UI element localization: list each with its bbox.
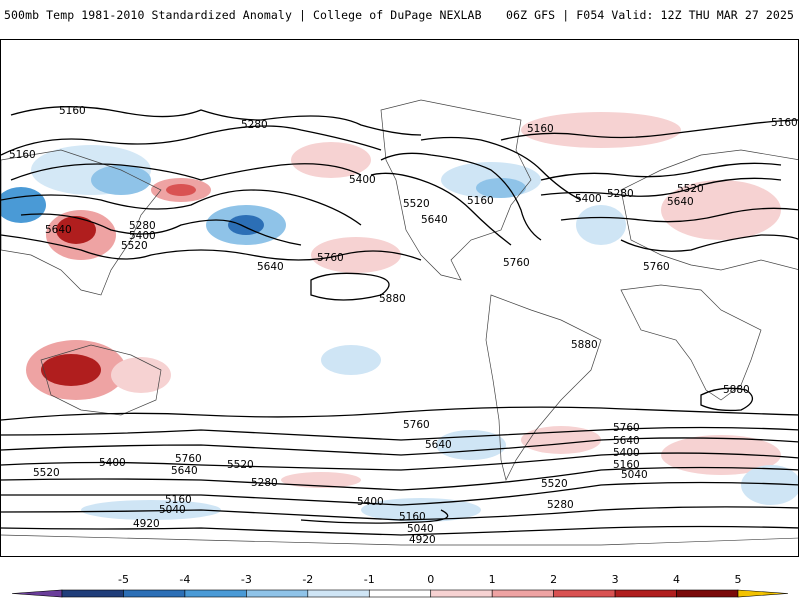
contour-label: 5280 — [607, 188, 634, 200]
contour-label: 5640 — [45, 224, 72, 236]
contour-label: 5640 — [425, 439, 452, 451]
contour-label: 5280 — [547, 499, 574, 511]
contour-label: 5160 — [9, 149, 36, 161]
height-contours — [1, 106, 798, 536]
legend-color-swatch — [553, 589, 616, 598]
contour-label: 5160 — [399, 511, 426, 523]
legend-color-swatch — [614, 589, 677, 598]
contour-label: 5160 — [613, 459, 640, 471]
legend-color-swatch — [184, 589, 247, 598]
legend-arrow-low — [11, 589, 63, 598]
contour-label: 5640 — [257, 261, 284, 273]
contour-label: 5400 — [99, 457, 126, 469]
legend-color-swatch — [246, 589, 309, 598]
legend-tick-label: 1 — [489, 573, 496, 586]
contour-label: 5400 — [349, 174, 376, 186]
australia-outline — [40, 344, 162, 416]
header: 500mb Temp 1981-2010 Standardized Anomal… — [0, 0, 800, 38]
legend-color-swatch — [491, 589, 554, 598]
legend-canvas: -5 -4 -3 -2 -1 0 1 2 3 4 5 — [11, 573, 789, 598]
contour-label: 5160 — [59, 105, 86, 117]
europe-asia-outline — [620, 149, 798, 271]
coastlines — [1, 99, 798, 546]
color-scale-legend: -5 -4 -3 -2 -1 0 1 2 3 4 5 — [0, 568, 800, 600]
contour-label: 5880 — [379, 293, 406, 305]
contour-label: 5400 — [613, 447, 640, 459]
contour-label: 5160 — [771, 117, 798, 129]
contour-label: 5640 — [667, 196, 694, 208]
contour-labels: 5160 5280 5160 5160 5160 5400 5520 5640 … — [9, 105, 798, 557]
legend-tick-label: 2 — [550, 573, 557, 586]
north-america-outline — [380, 99, 532, 281]
legend-arrow-high — [737, 589, 789, 598]
contour-label: 5880 — [723, 384, 750, 396]
contour-label: 5520 — [541, 478, 568, 490]
south-america-outline — [485, 294, 602, 482]
legend-color-swatch — [307, 589, 370, 598]
contour-label: 5760 — [403, 419, 430, 431]
contour-label: 5760 — [503, 257, 530, 269]
east-asia-outline — [1, 149, 162, 296]
contour-label: 5520 — [121, 240, 148, 252]
legend-color-swatch — [123, 589, 186, 598]
legend-tick-label: 0 — [427, 573, 434, 586]
contour-label: 4920 — [409, 534, 436, 546]
contour-label: 5280 — [251, 477, 278, 489]
contour-label: 5160 — [467, 195, 494, 207]
contour-label: 5400 — [575, 193, 602, 205]
contour-label: 5760 — [175, 453, 202, 465]
contour-label: 5160 — [165, 494, 192, 506]
model-run-info: 06Z GFS | F054 Valid: 12Z THU MAR 27 202… — [506, 8, 794, 22]
map-title: 500mb Temp 1981-2010 Standardized Anomal… — [4, 8, 482, 22]
legend-color-swatch — [61, 589, 124, 598]
contour-label: 4920 — [133, 518, 160, 530]
legend-color-swatch — [430, 589, 493, 598]
contour-label: 5520 — [677, 183, 704, 195]
legend-color-swatch — [368, 589, 432, 598]
contour-label: 5280 — [241, 119, 268, 131]
legend-tick-label: 3 — [612, 573, 619, 586]
antarctica-outline — [1, 534, 798, 546]
contour-label: 5880 — [571, 339, 598, 351]
contour-label: 5040 — [159, 504, 186, 516]
legend-color-swatch — [676, 589, 739, 598]
contour-label: 5520 — [227, 459, 254, 471]
legend-tick-label: -2 — [302, 573, 313, 586]
legend-tick-label: -1 — [364, 573, 375, 586]
legend-tick-label: -3 — [241, 573, 252, 586]
contour-label: 5400 — [129, 230, 156, 242]
legend-tick-label: 4 — [673, 573, 680, 586]
legend-tick-label: 5 — [735, 573, 742, 586]
contour-label: 5400 — [357, 496, 384, 508]
africa-outline — [620, 284, 762, 401]
legend-tick-label: -4 — [179, 573, 190, 586]
contour-label: 5520 — [33, 467, 60, 479]
anomaly-shading — [1, 112, 798, 522]
contour-label: 5760 — [643, 261, 670, 273]
contour-label: 5760 — [613, 422, 640, 434]
contour-label: 4800 — [367, 555, 394, 557]
map-panel: 5160 5280 5160 5160 5160 5400 5520 5640 … — [0, 39, 799, 557]
contour-label: 5760 — [317, 252, 344, 264]
contour-label: 5640 — [171, 465, 198, 477]
legend-tick-label: -5 — [118, 573, 129, 586]
contour-label: 5640 — [421, 214, 448, 226]
contour-label: 5160 — [527, 123, 554, 135]
contour-label: 5640 — [613, 435, 640, 447]
map-canvas: 5160 5280 5160 5160 5160 5400 5520 5640 … — [1, 99, 798, 557]
contour-label: 5040 — [407, 523, 434, 535]
contour-label: 5040 — [621, 469, 648, 481]
contour-label: 5280 — [129, 220, 156, 232]
contour-label: 5520 — [403, 198, 430, 210]
